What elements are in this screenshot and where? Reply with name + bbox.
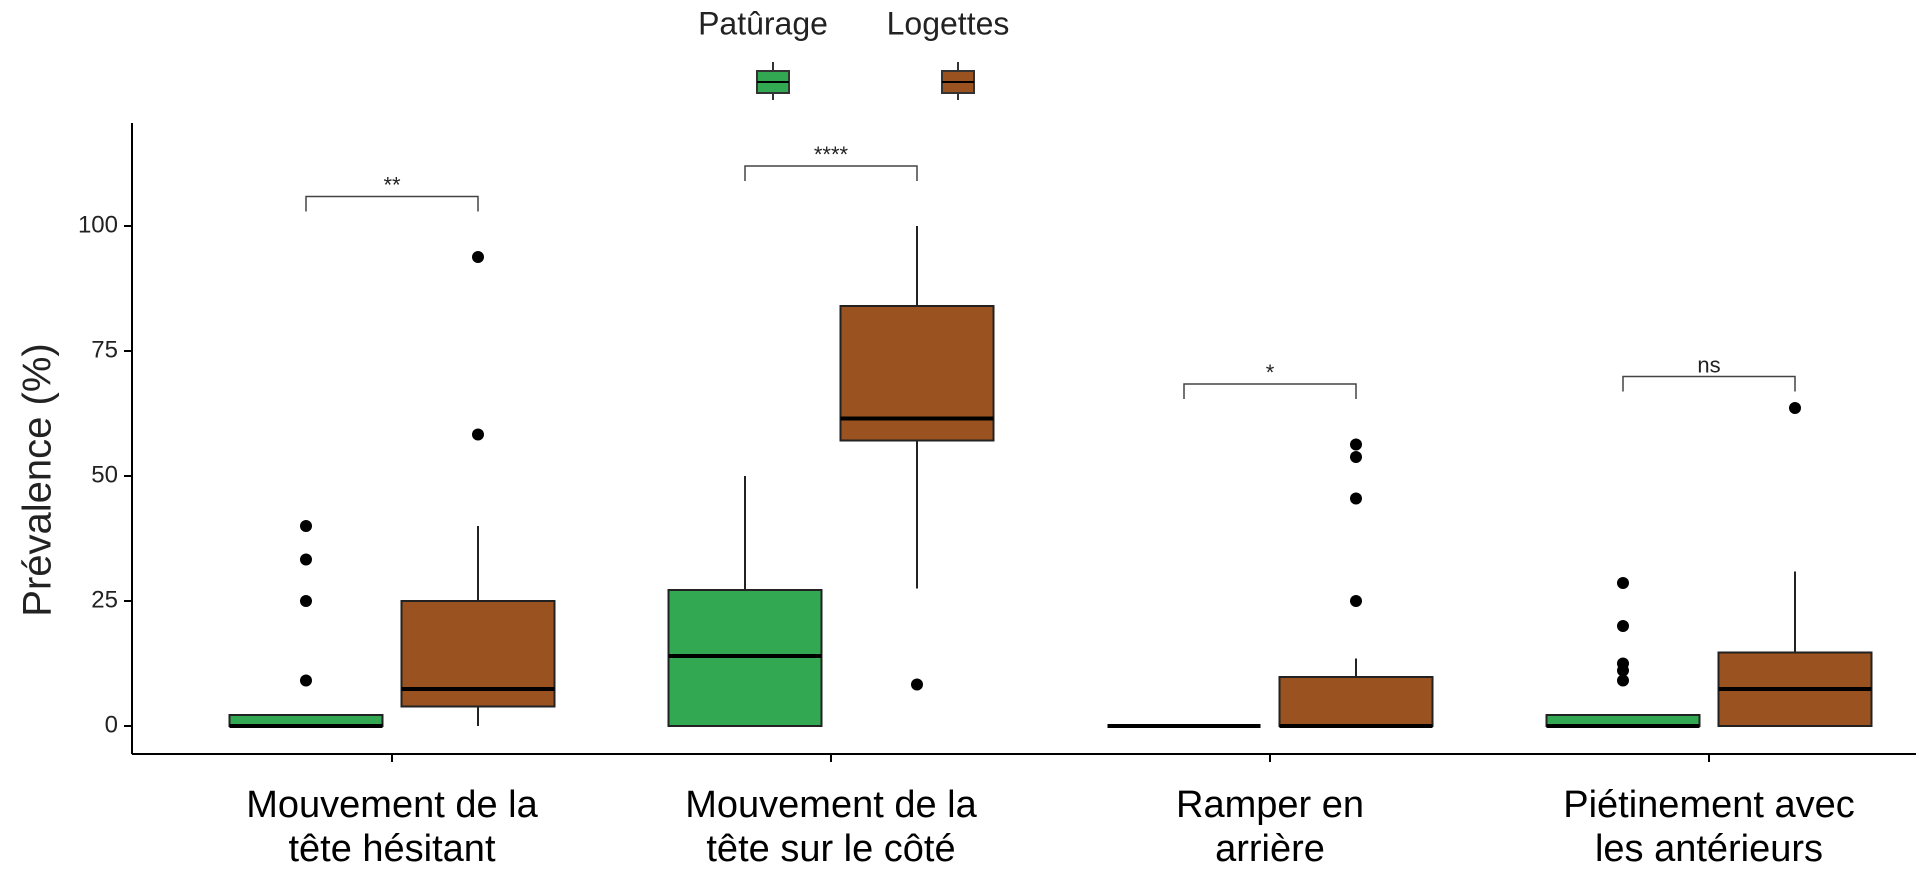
outlier	[300, 674, 312, 687]
comparison-label: *	[1266, 360, 1275, 385]
outlier	[1617, 657, 1629, 670]
x-tick-label: Piétinement avec les antérieurs	[1563, 784, 1855, 870]
outlier	[911, 678, 923, 691]
y-tick-label: 25	[91, 586, 118, 613]
y-tick-label: 100	[78, 211, 118, 238]
legend-label: Patûrage	[698, 5, 828, 41]
comparison-bracket	[1183, 383, 1357, 399]
comparison-bracket	[1622, 375, 1796, 392]
legend-label: Logettes	[887, 5, 1010, 41]
comparison-bracket	[305, 195, 479, 212]
y-tick-label: 75	[91, 336, 118, 363]
outlier	[1617, 620, 1629, 632]
outlier	[300, 553, 312, 566]
outlier	[1617, 674, 1629, 687]
outlier	[1350, 595, 1362, 607]
box	[1278, 676, 1434, 727]
outlier	[1617, 577, 1629, 589]
outlier	[472, 428, 484, 441]
outlier	[472, 251, 484, 263]
outlier	[1350, 492, 1362, 505]
comparison-bracket	[744, 165, 918, 181]
outlier	[1789, 402, 1801, 414]
y-axis-label: Prévalence (%)	[16, 343, 60, 616]
outlier	[1350, 451, 1362, 463]
outlier	[300, 520, 312, 532]
x-tick-label: Ramper en arrière	[1176, 784, 1364, 870]
x-tick-label: Mouvement de la tête sur le côté	[685, 784, 977, 870]
comparison-label: ns	[1697, 352, 1720, 377]
y-tick-label: 50	[91, 461, 118, 488]
y-tick-label: 0	[105, 711, 118, 738]
comparison-label: **	[383, 172, 401, 197]
outlier	[1350, 438, 1362, 451]
x-tick-label: Mouvement de la tête hésitant	[246, 784, 538, 870]
comparison-label: ****	[814, 142, 849, 167]
outlier	[300, 595, 312, 607]
